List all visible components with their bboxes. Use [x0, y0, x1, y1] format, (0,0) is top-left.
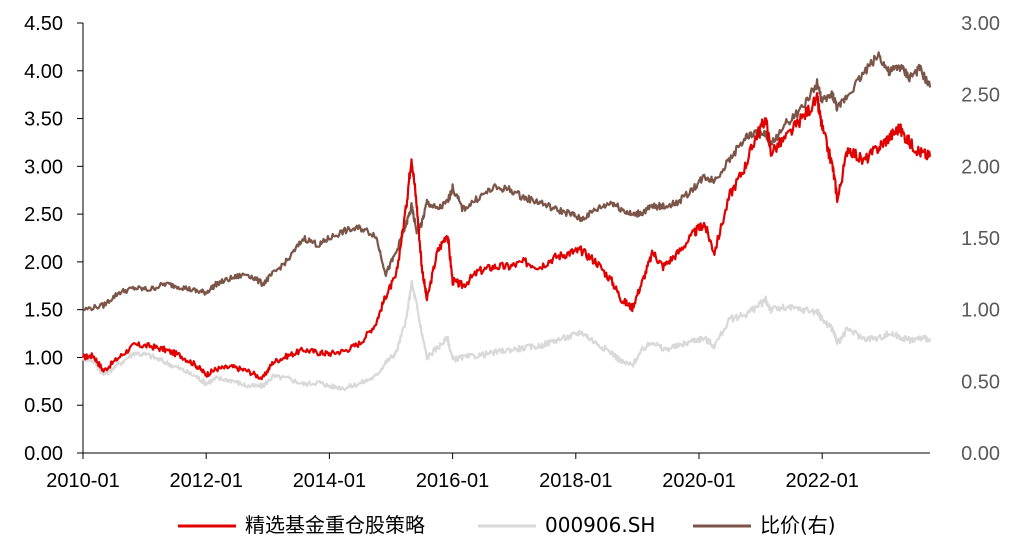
x-tick-label: 2014-01 [293, 470, 366, 492]
y-left-tick-label: 0.50 [24, 395, 63, 417]
tick-labels: 0.00 0.50 1.00 1.50 2.00 2.50 3.00 3.50 4.00 4.50… [24, 13, 1000, 492]
y-left-tick-label: 3.50 [24, 109, 63, 131]
series-line-1 [81, 279, 932, 392]
y-left-tick-label: 0.00 [24, 443, 63, 465]
y-left-tick-label: 2.00 [24, 252, 63, 274]
y-right-tick-label: 1.00 [961, 300, 1000, 322]
y-left-tick-label: 4.50 [24, 13, 63, 35]
series-line-2 [82, 51, 932, 312]
x-tick-label: 2018-01 [539, 470, 612, 492]
y-left-tick-label: 1.50 [24, 300, 63, 322]
y-right-tick-label: 1.50 [961, 228, 1000, 250]
y-right-tick-label: 3.00 [961, 13, 1000, 35]
series-layer [81, 51, 932, 392]
y-right-tick-label: 0.50 [961, 371, 1000, 393]
legend-label: 精选基金重仓股策略 [245, 513, 425, 537]
x-tick-label: 2012-01 [169, 470, 242, 492]
y-left-tick-label: 2.50 [24, 204, 63, 226]
series-line-0 [81, 92, 932, 381]
y-right-tick-label: 2.50 [961, 85, 1000, 107]
x-tick-label: 2020-01 [662, 470, 735, 492]
axes [77, 22, 930, 459]
x-tick-label: 2022-01 [785, 470, 858, 492]
y-right-tick-label: 0.00 [961, 443, 1000, 465]
y-right-tick-label: 2.00 [961, 156, 1000, 178]
x-tick-label: 2016-01 [416, 470, 489, 492]
legend-label: 000906.SH [545, 513, 655, 537]
legend-label: 比价(右) [760, 513, 836, 537]
legend: 精选基金重仓股策略 000906.SH 比价(右) [178, 513, 836, 537]
y-left-tick-label: 3.00 [24, 156, 63, 178]
y-left-tick-label: 1.00 [24, 347, 63, 369]
x-tick-label: 2010-01 [46, 470, 119, 492]
y-left-tick-label: 4.00 [24, 61, 63, 83]
